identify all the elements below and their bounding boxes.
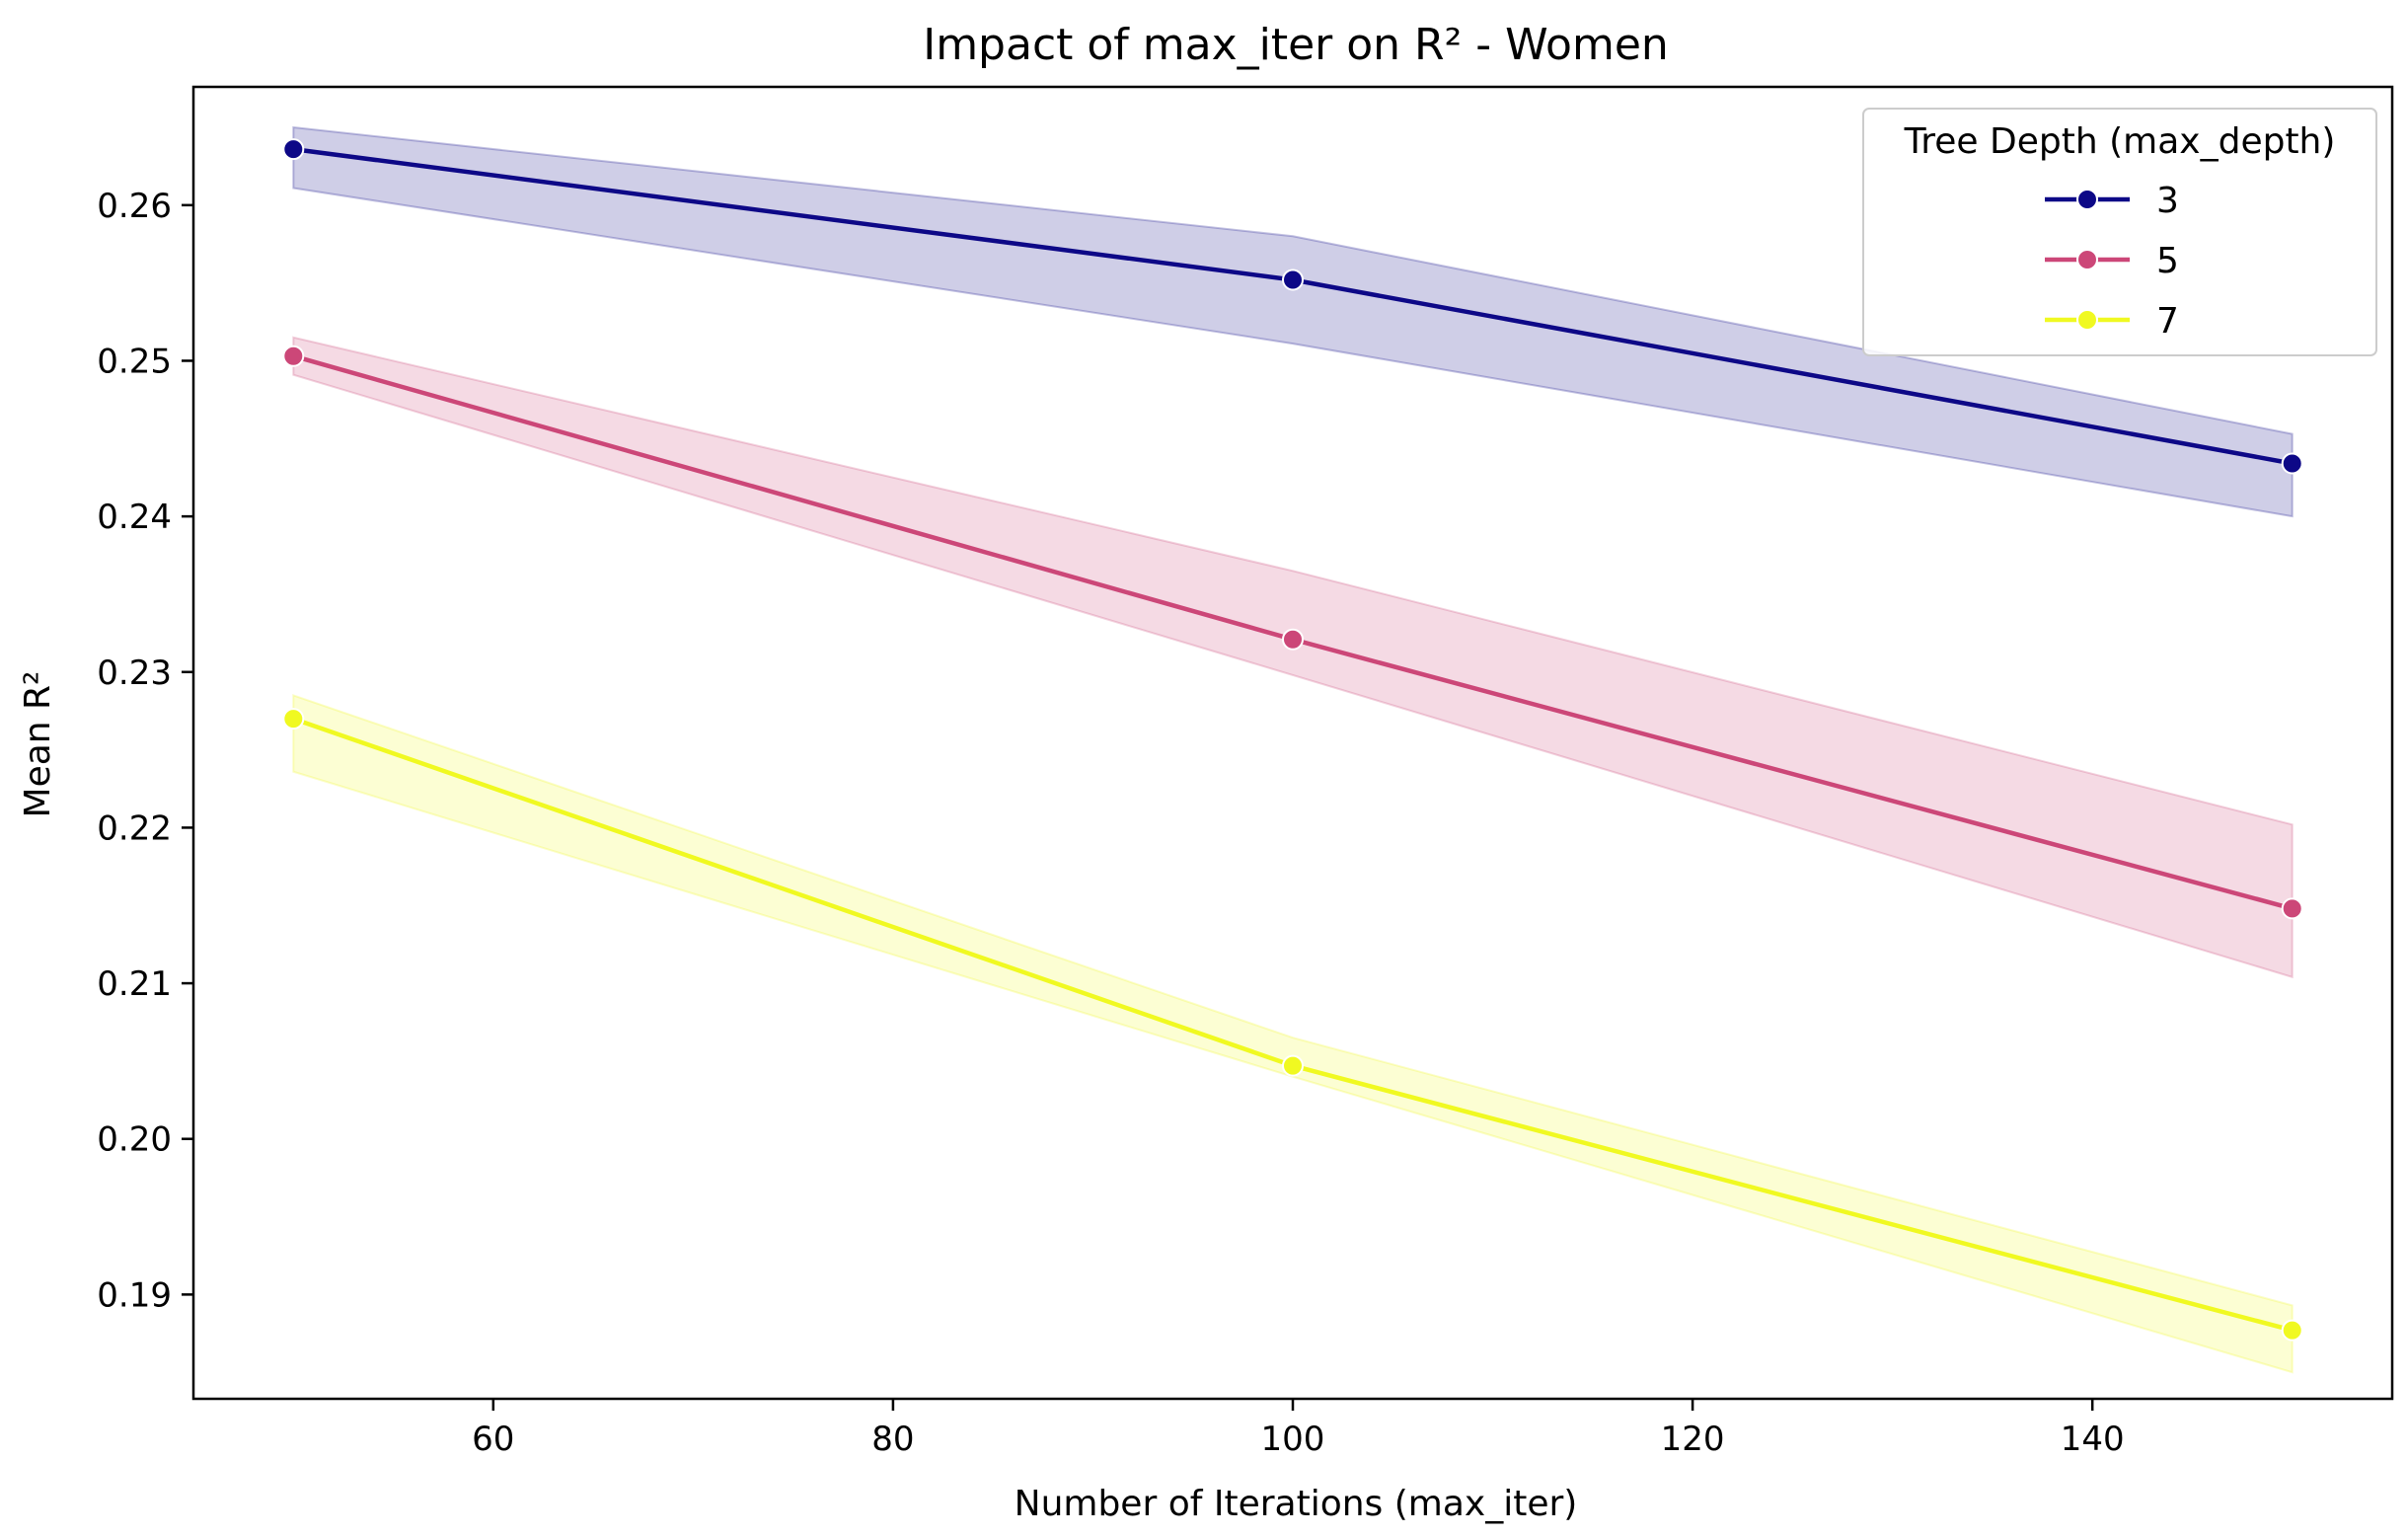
legend-title: Tree Depth (max_depth) bbox=[1904, 121, 2336, 162]
point-series-5-50 bbox=[282, 345, 305, 367]
legend-marker-7 bbox=[2076, 309, 2098, 331]
x-tick-label: 80 bbox=[871, 1420, 914, 1459]
point-series-7-50 bbox=[282, 708, 305, 730]
point-series-5-150 bbox=[2281, 897, 2303, 920]
legend-box bbox=[1862, 108, 2377, 356]
y-tick-label: 0.19 bbox=[97, 1275, 172, 1315]
point-series-3-100 bbox=[1282, 269, 1304, 291]
legend-marker-3 bbox=[2076, 189, 2098, 210]
point-series-3-50 bbox=[282, 138, 305, 161]
legend: Tree Depth (max_depth) 3 5 7 bbox=[1862, 108, 2377, 356]
legend-entries: 3 5 7 bbox=[2045, 181, 2179, 342]
y-tick-label: 0.22 bbox=[97, 808, 172, 848]
x-tick-label: 140 bbox=[2061, 1420, 2125, 1459]
axes: 60 80 100 120 140 0.19 0.20 0.21 0.22 0.23 0.24 0.2… bbox=[97, 85, 2394, 1459]
x-tick-label: 100 bbox=[1261, 1420, 1325, 1459]
legend-marker-5 bbox=[2076, 249, 2098, 270]
point-series-5-100 bbox=[1282, 628, 1304, 651]
band-series-7 bbox=[292, 694, 2294, 1374]
band-series-3 bbox=[292, 125, 2294, 518]
y-tick-label: 0.20 bbox=[97, 1120, 172, 1160]
y-tick-label: 0.26 bbox=[97, 187, 172, 226]
point-series-7-150 bbox=[2281, 1319, 2303, 1342]
y-axis-label: Mean R² bbox=[18, 671, 58, 818]
y-tick-label: 0.24 bbox=[97, 498, 172, 537]
legend-label-3: 3 bbox=[2156, 181, 2179, 221]
legend-label-5: 5 bbox=[2156, 241, 2179, 281]
chart-title: Impact of max_iter on R² - Women bbox=[923, 20, 1669, 70]
point-series-7-100 bbox=[1282, 1054, 1304, 1077]
x-tick-label: 60 bbox=[472, 1420, 514, 1459]
y-tick-label: 0.25 bbox=[97, 342, 172, 381]
x-axis-label: Number of Iterations (max_iter) bbox=[1015, 1484, 1578, 1524]
legend-label-7: 7 bbox=[2156, 301, 2179, 342]
point-series-3-150 bbox=[2281, 452, 2303, 475]
x-tick-label: 120 bbox=[1661, 1420, 1725, 1459]
data-points bbox=[282, 138, 2303, 1342]
y-tick-label: 0.21 bbox=[97, 964, 172, 1004]
y-tick-label: 0.23 bbox=[97, 653, 172, 693]
